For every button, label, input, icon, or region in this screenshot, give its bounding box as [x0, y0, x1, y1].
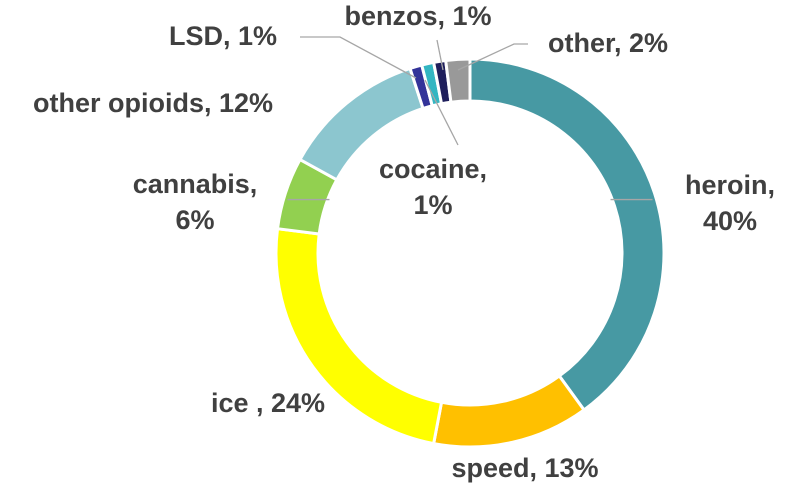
leader-line-lsd: [300, 36, 417, 79]
label-cocaine-line1: cocaine,: [379, 154, 487, 184]
label-heroin-line2: 40%: [703, 206, 757, 236]
labels-group: heroin, 40% speed, 13% ice , 24% cannabis, 6%…: [33, 1, 775, 483]
slice-other: [444, 57, 472, 104]
label-ice: ice , 24%: [211, 388, 325, 418]
label-other: other, 2%: [548, 28, 668, 58]
label-cocaine-line2: 1%: [413, 190, 452, 220]
label-speed: speed, 13%: [451, 453, 598, 483]
slices-group: [274, 57, 666, 449]
label-benzos: benzos, 1%: [344, 1, 491, 31]
label-cannabis-line2: 6%: [175, 205, 214, 235]
label-other-opioids: other opioids, 12%: [33, 88, 273, 118]
slice-speed: [431, 373, 587, 449]
label-cannabis-line1: cannabis,: [133, 169, 258, 199]
leader-line-other: [457, 43, 528, 71]
label-heroin-line1: heroin,: [685, 170, 775, 200]
leader-line-cocaine: [424, 79, 459, 146]
leader-lines-group: [287, 36, 653, 201]
slice-heroin: [468, 57, 666, 413]
leader-line-benzos: [436, 39, 444, 71]
label-lsd: LSD, 1%: [169, 21, 277, 51]
